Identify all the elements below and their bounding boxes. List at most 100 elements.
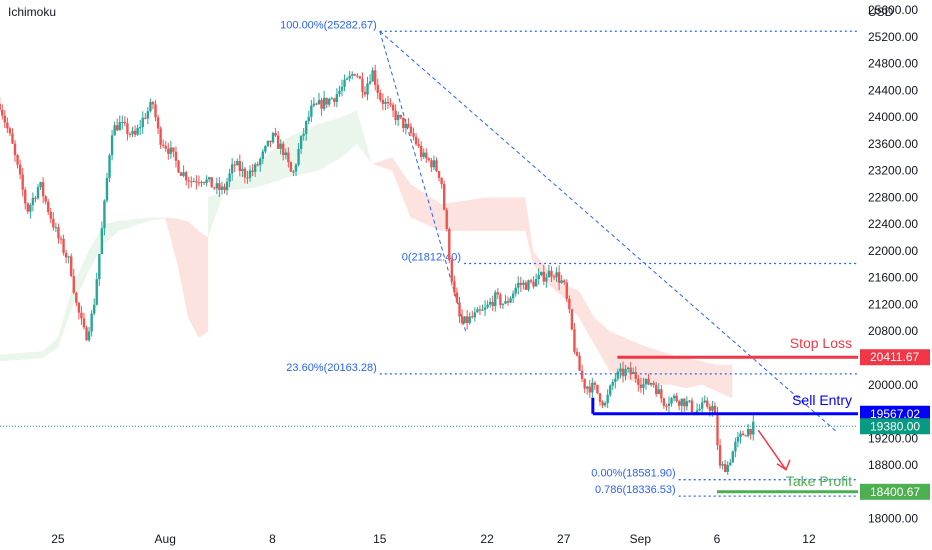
candle-body [67,256,70,258]
candle-body [172,147,175,152]
y-tick-label: 25200.00 [868,30,918,44]
candle-body [276,135,280,149]
candle-body [220,186,224,190]
candle-body [54,227,58,229]
candle-body [517,282,520,288]
candle-body [506,301,510,303]
candle-body [726,464,729,473]
candle-body [603,402,607,406]
candle-body [248,170,252,178]
x-tick-label: 25 [51,532,65,546]
candle-body [519,282,523,285]
candle-body [376,84,379,93]
candle-body [192,181,196,183]
candle-body [338,90,341,95]
candle-body [649,383,653,385]
candle-body [131,130,134,135]
y-tick-label: 22000.00 [868,244,918,258]
candle-body [103,200,106,229]
sell-entry-price-tag: 19567.02 [870,407,920,421]
candle-body [72,276,75,293]
candle-body [144,117,147,119]
candle-body [146,111,150,119]
cloud-segment-bull [208,110,373,238]
candle-body [49,211,52,219]
candle-body [368,81,372,84]
candle-body [105,177,109,201]
candle-body [207,177,211,180]
candle-body [312,103,316,106]
candle-body [504,301,507,304]
candle-body [749,428,752,435]
candle-body [141,117,144,128]
candle-body [481,309,484,311]
candle-body [468,316,471,324]
candle-body [259,158,262,166]
candle-body [657,389,660,395]
candle-body [335,94,339,102]
indicator-label: Ichimoku [8,5,56,19]
candle-body [708,406,712,411]
candle-body [453,281,456,293]
candle-body [167,148,170,154]
candle-body [478,309,482,311]
y-tick-label: 24400.00 [868,83,918,97]
candle-body [310,105,313,117]
candle-body [509,298,512,303]
candle-body [563,280,566,283]
candle-body [302,133,305,136]
candle-body [238,161,242,172]
candle-body [568,298,571,310]
candle-body [465,316,469,324]
current-price-tag: 19380.00 [870,419,920,433]
candle-body [348,75,351,79]
candle-body [680,398,683,406]
candle-body [670,398,673,404]
candle-body [21,174,24,190]
candle-body [488,301,492,305]
candle-body [169,147,173,154]
candle-body [274,133,277,136]
candle-body [555,272,558,278]
candle-body [253,164,257,172]
candle-body [215,183,219,189]
candle-body [271,133,275,143]
candle-body [243,168,247,178]
candle-body [110,135,114,156]
candle-body [47,201,50,212]
candle-body [723,464,727,473]
candle-body [404,123,408,129]
candle-body [706,400,709,407]
candle-body [261,151,265,159]
candle-body [445,209,448,229]
candle-body [24,189,27,204]
candle-body [292,171,295,173]
candle-body [202,182,206,184]
candle-body [501,303,505,305]
x-tick-label: 15 [373,532,387,546]
candle-body [228,173,231,182]
candle-body [473,312,477,318]
fib-level-label: 0.786(18336.53) [595,484,676,496]
y-tick-label: 22400.00 [868,217,918,231]
candle-body [287,152,290,163]
candle-body [80,312,83,319]
candle-body [36,187,40,199]
candle-body [578,355,581,371]
x-tick-label: 22 [480,532,494,546]
candle-body [1,109,4,116]
candle-body [57,227,60,239]
candle-body [596,384,599,394]
y-tick-label: 24000.00 [868,110,918,124]
y-tick-label: 23600.00 [868,137,918,151]
candle-body [52,218,55,228]
candle-body [471,316,474,318]
candle-body [182,172,185,176]
candle-body [621,368,625,376]
candle-body [381,99,385,104]
candle-body [642,384,645,388]
candle-body [665,405,668,407]
candle-body [133,130,137,135]
fib-level-label: 0(21812.40) [402,251,461,263]
